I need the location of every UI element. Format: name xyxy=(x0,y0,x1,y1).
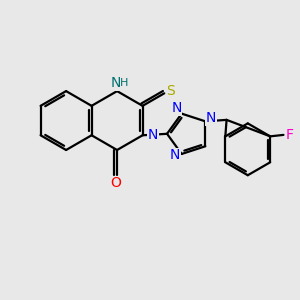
Text: H: H xyxy=(120,78,129,88)
Text: N: N xyxy=(206,111,216,125)
Text: N: N xyxy=(148,128,158,142)
Text: O: O xyxy=(110,176,121,190)
Text: N: N xyxy=(170,148,180,162)
Text: F: F xyxy=(286,128,294,142)
Text: N: N xyxy=(171,101,182,115)
Text: S: S xyxy=(167,84,175,98)
Text: N: N xyxy=(110,76,121,90)
